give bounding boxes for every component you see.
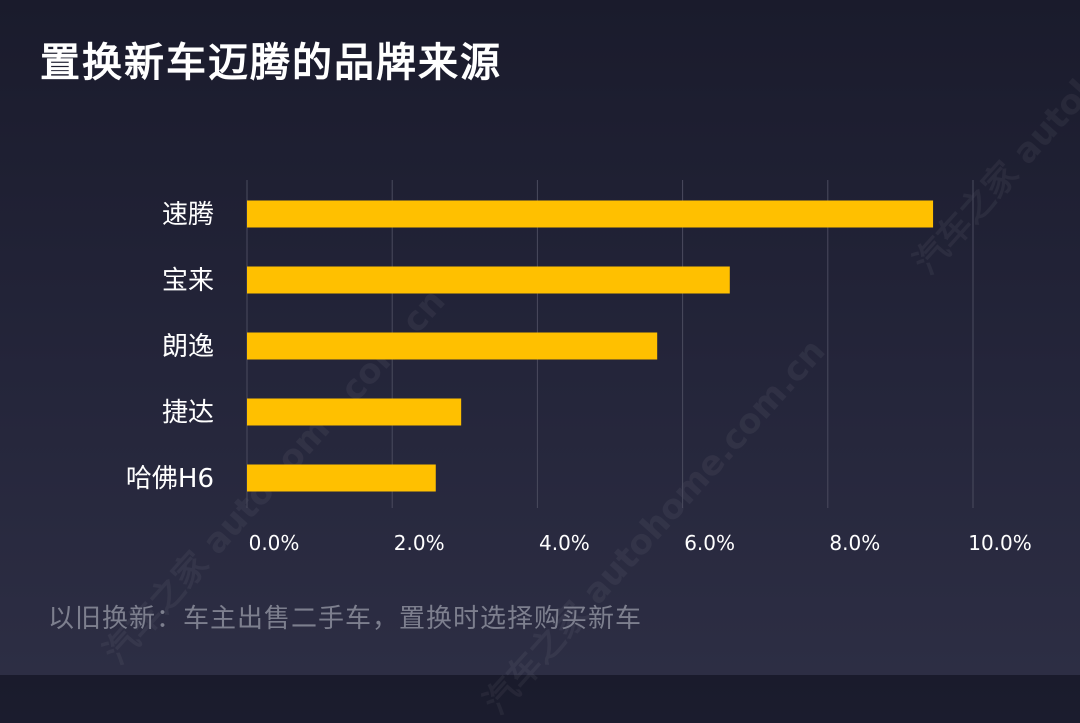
- x-tick-label: 4.0%: [539, 531, 590, 555]
- bar: [247, 464, 436, 492]
- page-title: 置换新车迈腾的品牌来源: [40, 40, 502, 86]
- x-tick-label: 6.0%: [684, 531, 735, 555]
- bar: [247, 200, 934, 228]
- category-label: 捷达: [162, 398, 214, 428]
- bar: [247, 266, 730, 294]
- category-label: 朗逸: [162, 332, 214, 362]
- bar: [247, 332, 658, 360]
- category-label: 宝来: [162, 266, 214, 296]
- category-label: 速腾: [162, 200, 214, 230]
- x-tick-label: 0.0%: [249, 531, 300, 555]
- x-tick-labels: 0.0% 2.0% 4.0% 6.0% 8.0% 10.0%: [249, 531, 1032, 555]
- bars: [247, 200, 934, 492]
- x-tick-label: 2.0%: [394, 531, 445, 555]
- x-tick-label: 10.0%: [968, 531, 1032, 555]
- x-tick-label: 8.0%: [829, 531, 880, 555]
- bar: [247, 398, 462, 426]
- footnote: 以旧换新：车主出售二手车，置换时选择购买新车: [48, 604, 643, 634]
- category-label: 哈佛H6: [126, 464, 214, 494]
